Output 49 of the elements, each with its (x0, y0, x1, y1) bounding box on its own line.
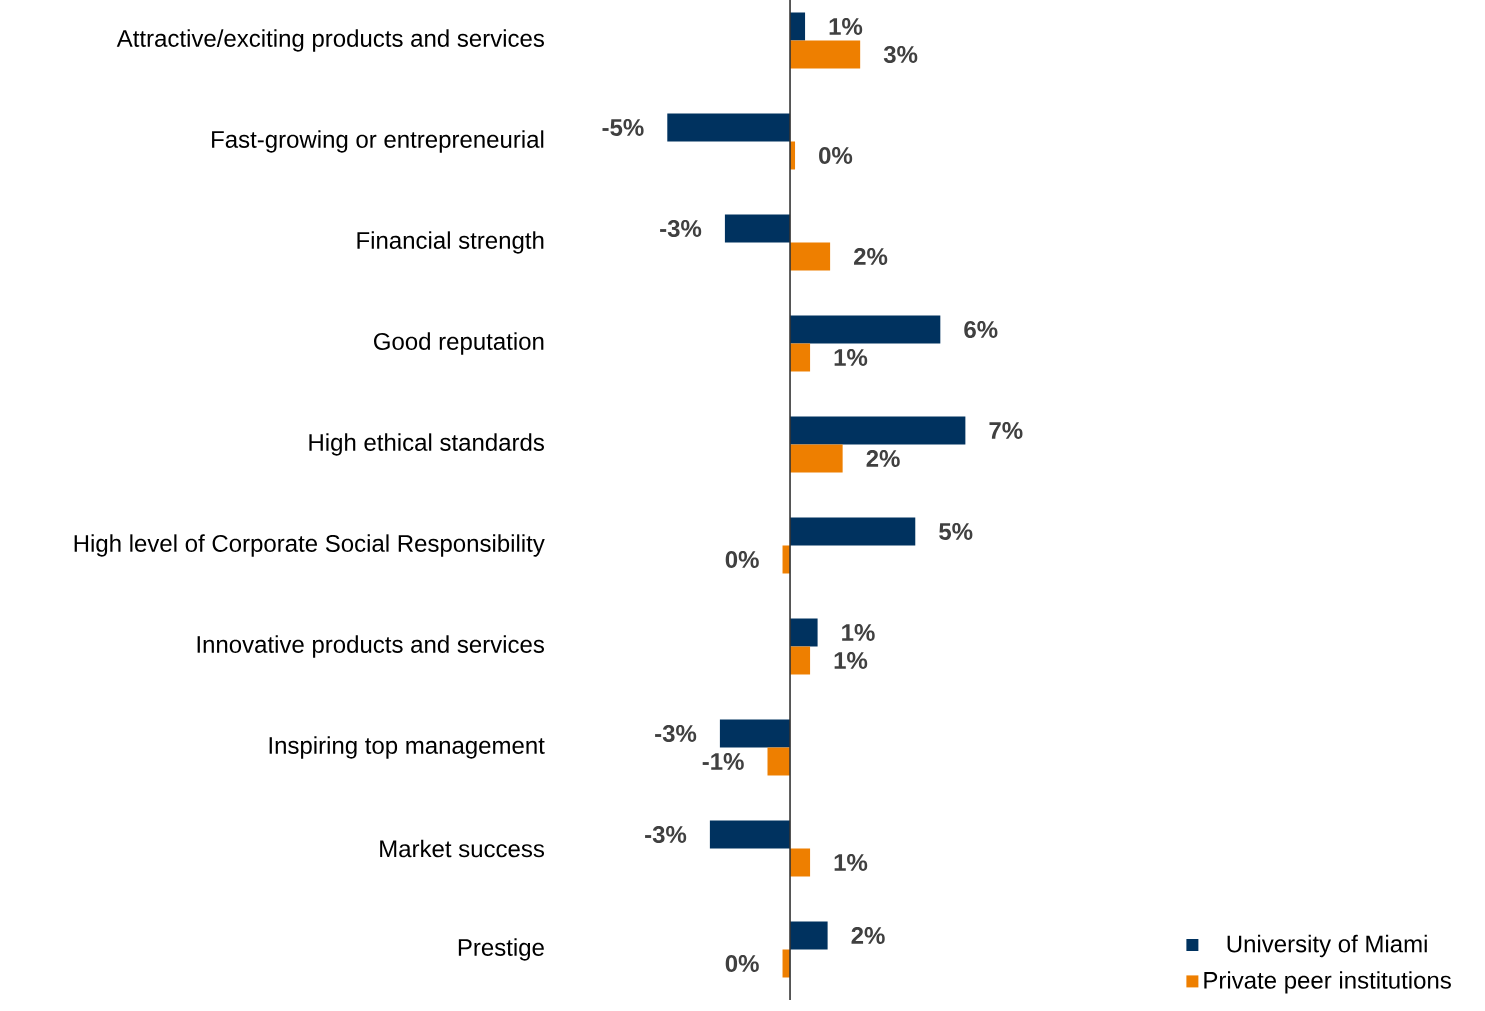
data-label: 7% (989, 422, 1023, 439)
data-label: 5% (939, 523, 973, 540)
bar (709, 820, 791, 849)
y-tick-label: High ethical standards (309, 433, 544, 456)
y-tick-label: Good reputation (373, 332, 544, 355)
legend-label: University of Miami (1227, 934, 1427, 958)
bar (667, 113, 791, 142)
data-label: -3% (655, 724, 697, 743)
bar (790, 921, 828, 950)
data-label: 1% (834, 854, 868, 871)
data-label: 0% (819, 147, 853, 164)
data-label: 1% (834, 349, 868, 366)
bar (724, 214, 791, 243)
bar (790, 40, 861, 69)
bar (790, 444, 843, 473)
data-label: -5% (602, 119, 644, 136)
data-label: -1% (702, 753, 744, 770)
data-label: 2% (854, 248, 888, 265)
y-tick-label: Inspiring top management (269, 736, 545, 759)
bar (790, 517, 916, 546)
data-label: -3% (645, 825, 687, 844)
y-tick-label: Financial strength (357, 231, 544, 254)
data-label: 1% (829, 18, 863, 35)
data-label: 6% (964, 321, 998, 338)
data-label: 0% (725, 955, 759, 972)
bar (790, 242, 831, 271)
bar (790, 416, 966, 445)
y-tick-label: Market success (380, 839, 545, 858)
y-tick-label: Fast-growing or entrepreneurial (212, 130, 544, 153)
data-label: -3% (660, 219, 702, 238)
data-label: 2% (866, 450, 900, 467)
y-tick-label: High level of Corporate Social Responsibility (74, 534, 545, 557)
y-tick-label: Prestige (458, 938, 544, 961)
data-label: 2% (851, 927, 885, 944)
bar (767, 747, 791, 776)
bar (719, 719, 791, 748)
y-tick-label: Innovative products and services (197, 635, 544, 658)
bar (790, 12, 806, 41)
data-label: 3% (883, 45, 918, 64)
data-label: 0% (725, 551, 759, 568)
bar (790, 646, 811, 675)
legend-label: Private peer institutions (1204, 971, 1451, 994)
bar (790, 848, 811, 877)
y-tick-label: Attractive/exciting products and services (116, 29, 544, 52)
bar (790, 618, 818, 647)
data-label: 1% (834, 652, 868, 669)
bar (790, 343, 811, 372)
bar (790, 315, 941, 344)
data-label: 1% (842, 624, 875, 641)
